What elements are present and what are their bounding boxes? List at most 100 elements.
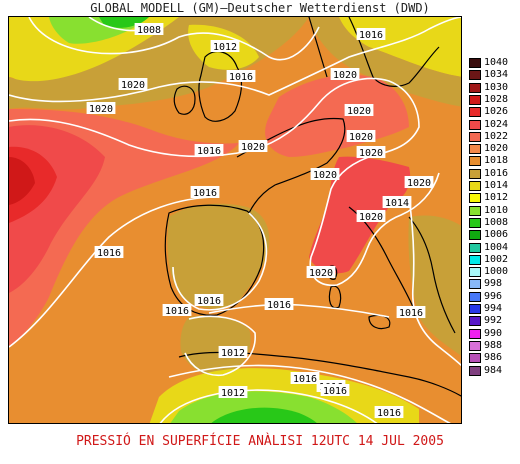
isobar-1016-south	[168, 364, 451, 423]
legend-swatch	[469, 291, 481, 302]
isobar-label: 1016	[293, 374, 317, 385]
legend-label: 1040	[484, 57, 509, 68]
isobar-label-bg	[306, 266, 336, 278]
legend-item: 1004	[469, 241, 520, 253]
isobar-label-bg	[356, 28, 386, 40]
legend-swatch	[469, 82, 481, 93]
isobar-label-bg	[396, 306, 426, 318]
legend-swatch	[469, 70, 481, 81]
legend-label: 1022	[484, 130, 509, 142]
legend-item: 1002	[469, 254, 520, 265]
map-caption: PRESSIÓ EN SUPERFÍCIE ANÀLISI 12UTC 14 J…	[76, 434, 444, 449]
legend-swatch	[469, 131, 481, 142]
isobar-label: 1016	[377, 408, 401, 419]
legend-item: 1040	[469, 58, 520, 68]
legend-item: 1016	[469, 167, 520, 179]
legend-label: 990	[484, 327, 503, 339]
coast-sardinia	[328, 285, 342, 309]
legend-item: 1012	[469, 193, 520, 204]
legend-item: 1030	[469, 82, 520, 93]
isobar-label: 1016	[165, 306, 189, 317]
pressure-map: 1008 1012 1016 1016 1020 1020 1020 1020 1016 1020…	[8, 16, 462, 424]
legend-item: 1034	[469, 69, 520, 81]
legend-label: 1000	[484, 266, 509, 278]
isobar-label-bg	[320, 384, 350, 396]
isobar-1012-north	[28, 17, 320, 61]
isobar-label-bg	[86, 102, 116, 114]
legend-item: 994	[469, 304, 520, 314]
legend-item: 990	[469, 327, 520, 339]
isobar-label-bg	[356, 210, 386, 222]
isobar-label: 1016	[229, 72, 253, 83]
isobar-label-bg	[346, 130, 376, 142]
chart-title: GLOBAL MODELL (GM)—Deutscher Wetterdiens…	[90, 1, 430, 15]
isobar-label: 1020	[333, 70, 357, 81]
legend-swatch	[469, 156, 481, 167]
zone-1016-iberia-south	[180, 315, 251, 378]
legend-item: 1010	[469, 205, 520, 216]
isobar-label: 1020	[407, 178, 431, 189]
legend-label: 1034	[484, 69, 509, 81]
legend-swatch	[469, 340, 481, 351]
isobar-label: 1020	[313, 170, 337, 181]
coast-iberia	[164, 204, 265, 316]
zone-1016-iberia	[167, 203, 270, 309]
isobar-label: 1016	[359, 30, 383, 41]
isobar-label: 1020	[349, 132, 373, 143]
isobar-label-bg	[118, 78, 148, 90]
legend-label: 1020	[484, 143, 509, 155]
isobar-label-bg	[310, 168, 340, 180]
legend-label: 1008	[484, 216, 509, 228]
isobar-1016-north	[9, 17, 461, 103]
isobar-label: 1012	[221, 388, 245, 399]
coast-continent	[236, 117, 346, 214]
legend-label: 984	[484, 364, 503, 376]
isobar-label: 1016	[97, 248, 121, 259]
coast-scandinavia	[308, 17, 440, 87]
isobar-label-bg	[344, 104, 374, 116]
coast-britain	[198, 50, 243, 122]
isobar-label-bg	[134, 23, 164, 35]
zone-1008-south	[211, 407, 317, 423]
legend-label: 1026	[484, 106, 509, 118]
isobar-label-bg	[382, 196, 412, 208]
legend-label: 994	[484, 303, 503, 314]
isobar-label-bg	[226, 70, 256, 82]
isobar-label-bg	[210, 40, 240, 52]
legend-swatch	[469, 144, 481, 155]
legend: 1040 1034 1030 1028 1026 1024 1022 1020 1018 1016…	[469, 58, 520, 378]
legend-item: 1014	[469, 181, 520, 191]
isobar-label-bg	[374, 406, 404, 418]
zone-1028-west	[9, 157, 35, 205]
isobar-1016-west	[9, 196, 220, 348]
legend-label: 1004	[484, 241, 509, 253]
isobar-label: 1020	[359, 148, 383, 159]
legend-swatch	[469, 230, 481, 241]
isobar-label: 1020	[309, 268, 333, 279]
isobar-label-bg	[404, 176, 434, 188]
isobar-label: 1020	[121, 80, 145, 91]
legend-item: 996	[469, 290, 520, 302]
legend-swatch	[469, 217, 481, 228]
legend-item: 1022	[469, 130, 520, 142]
isobar-label-bg	[330, 68, 360, 80]
isobar-label-bg	[94, 246, 124, 258]
legend-item: 1020	[469, 143, 520, 155]
legend-item: 992	[469, 316, 520, 327]
isobar-label: 1016	[267, 300, 291, 311]
legend-swatch	[469, 119, 481, 130]
legend-swatch	[469, 353, 481, 364]
isobar-1012-south	[159, 389, 378, 423]
isobar-label: 1020	[347, 106, 371, 117]
isobar-label-bg	[194, 144, 224, 156]
isobar-label-bg	[218, 386, 248, 398]
legend-swatch	[469, 254, 481, 265]
legend-swatch	[469, 193, 481, 204]
isobar-label: 1012	[221, 348, 245, 359]
isobar-label: 1012	[213, 42, 237, 53]
zone-1016-ne	[309, 17, 461, 107]
legend-label: 996	[484, 290, 503, 302]
legend-swatch	[469, 58, 481, 68]
legend-label: 1006	[484, 229, 509, 241]
legend-label: 1016	[484, 167, 509, 179]
